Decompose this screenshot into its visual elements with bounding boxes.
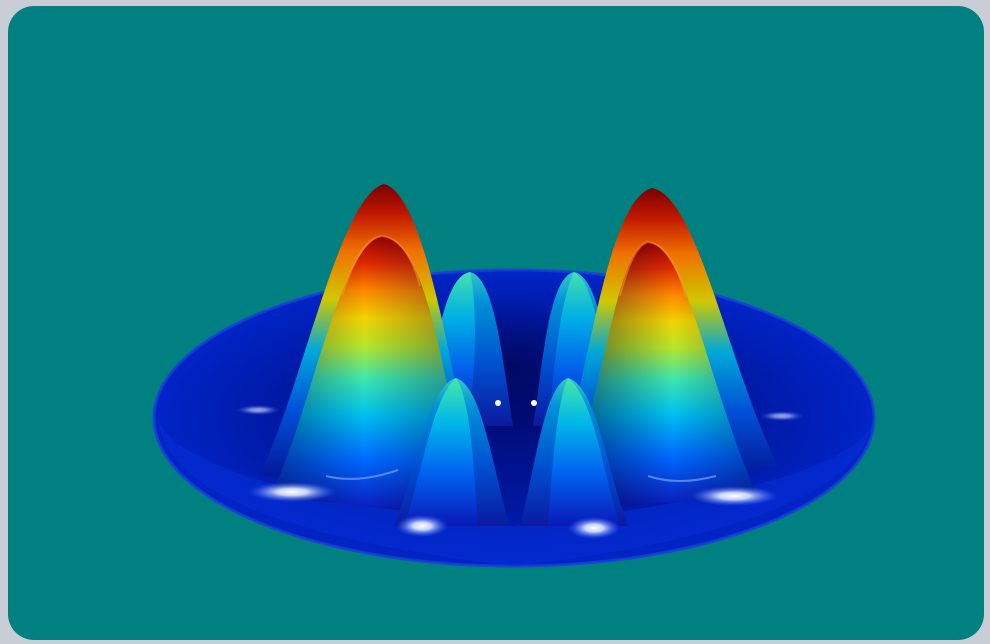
surface-plot-image bbox=[152, 184, 876, 568]
specular-highlights bbox=[236, 400, 804, 539]
image-panel bbox=[8, 6, 984, 640]
large-peak-right bbox=[574, 188, 778, 506]
small-peak-front-left bbox=[394, 378, 510, 526]
small-peak-front-right bbox=[520, 378, 628, 526]
large-peak-left bbox=[258, 184, 462, 511]
